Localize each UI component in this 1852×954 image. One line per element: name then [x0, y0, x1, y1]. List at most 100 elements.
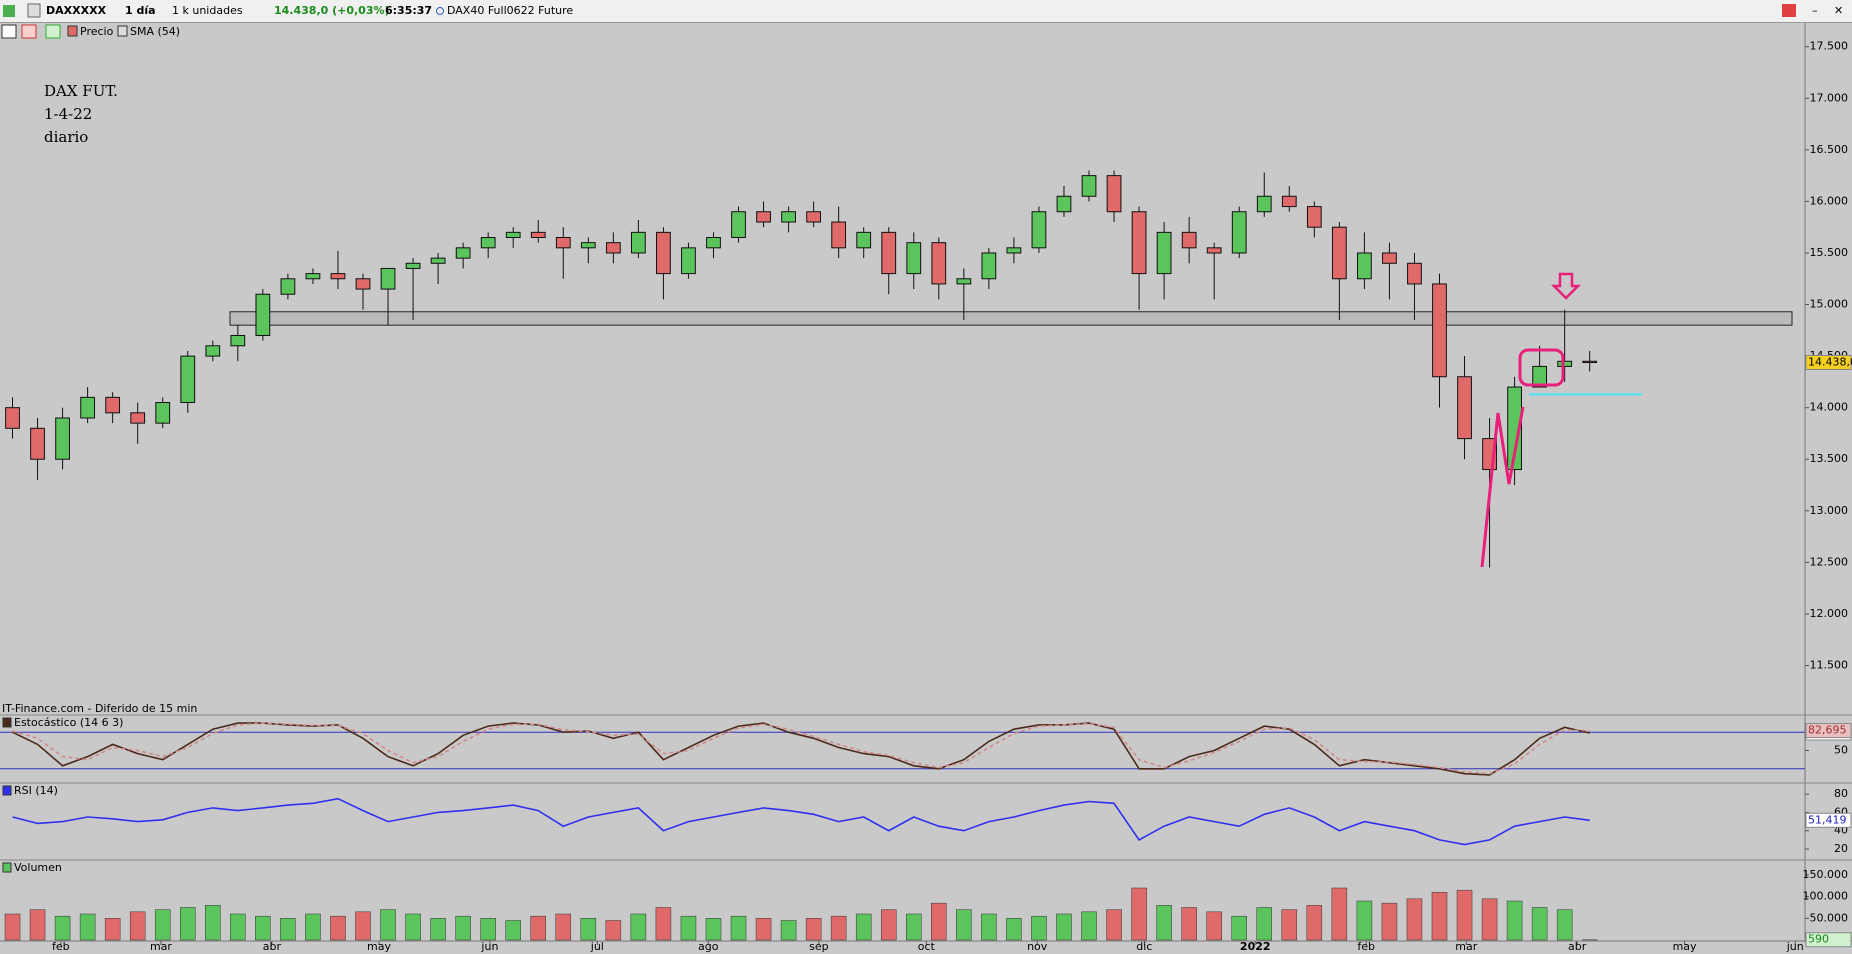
x-tick-label: jun [480, 940, 498, 953]
x-tick-label: feb [52, 940, 70, 953]
minimize[interactable]: – [1812, 4, 1818, 17]
pane-title: Estocástico (14 6 3) [14, 716, 123, 729]
volume-bar [79, 913, 96, 941]
volume-bar [655, 907, 672, 941]
y-tick-label: 11.500 [1810, 658, 1849, 671]
volume-bar [1156, 905, 1172, 941]
x-tick-label: mar [1455, 940, 1477, 953]
y-tick-label: 12.500 [1810, 555, 1849, 568]
volume-bar [4, 913, 21, 941]
candle-body [956, 278, 972, 285]
x-tick-label: abr [1568, 940, 1587, 953]
volume-bar [755, 918, 772, 941]
candle-body [305, 273, 321, 280]
x-tick-label: jun [1786, 940, 1804, 953]
candle-body [1281, 195, 1297, 208]
volume-bar [1256, 907, 1273, 941]
symbol-icon[interactable] [27, 3, 41, 18]
y-tick-label: 13.500 [1810, 452, 1849, 465]
candle-body [1457, 376, 1472, 440]
candle-body [580, 242, 596, 249]
last-value-label: 82,695 [1808, 724, 1847, 737]
volume-bar [830, 915, 847, 941]
volume-bar [405, 913, 421, 941]
volume-bar [1381, 902, 1398, 941]
legend-swatch [67, 25, 78, 37]
y-tick-label: 17.500 [1810, 40, 1849, 53]
candle-body [480, 237, 496, 249]
volume-bar [1306, 905, 1323, 941]
volume-bar [1081, 911, 1097, 941]
candle-body [881, 231, 897, 275]
candle-body [230, 334, 246, 347]
volume-bar [1181, 907, 1197, 941]
volume-bar [730, 915, 747, 941]
instrument: DAX40 Full0622 Future [447, 4, 573, 17]
pane-title: Volumen [14, 861, 62, 874]
candle-body [906, 242, 922, 275]
candle-body [1031, 211, 1047, 249]
units[interactable]: 1 k unidades [172, 4, 243, 17]
volume-bar [855, 913, 872, 941]
last-value-box [1805, 723, 1852, 739]
candle-body [55, 417, 70, 460]
x-tick-label: ago [698, 940, 719, 953]
volume-bar [154, 909, 171, 941]
volume-bar [680, 915, 697, 941]
price-label: Precio [80, 25, 114, 38]
candle-body [380, 267, 396, 290]
volume-bar [430, 918, 446, 941]
candle-body [1557, 360, 1573, 367]
window-icon[interactable] [1782, 4, 1796, 17]
symbol[interactable]: DAXXXXX [46, 4, 107, 17]
volume-bar [1056, 913, 1072, 941]
indicator-line [12, 722, 1590, 776]
volume-bar [1506, 900, 1523, 941]
volume-bar [805, 918, 822, 941]
y-tick-label: 50.000 [1810, 911, 1849, 924]
candle-body [1181, 231, 1197, 249]
tool-icon[interactable] [21, 24, 37, 39]
candle-body [1306, 206, 1322, 228]
legend-swatch [117, 25, 128, 37]
last-value-label: 590 [1808, 933, 1829, 946]
candle-body [1582, 360, 1598, 364]
candle-body [1331, 226, 1347, 280]
y-tick-label: 15.500 [1810, 246, 1849, 259]
candle-body [405, 262, 421, 269]
x-tick-label: may [1673, 940, 1697, 953]
candle-body [1382, 252, 1397, 264]
drawn-arrow [1550, 272, 1582, 300]
candle-body [806, 211, 822, 223]
volume-bar [1331, 887, 1348, 941]
volume-bar [54, 915, 71, 941]
period[interactable]: 1 día [125, 4, 156, 17]
candle-body [1056, 195, 1072, 213]
volume-bar [1556, 909, 1573, 941]
candle-body [1231, 211, 1247, 254]
volume-bar [305, 913, 321, 941]
y-tick-label: 20 [1834, 842, 1848, 855]
volume-bar [1031, 915, 1047, 941]
volume-bar [1481, 898, 1498, 941]
time: 6:35:37 [385, 4, 432, 17]
volume-bar [455, 915, 471, 941]
x-tick-label: dic [1136, 940, 1152, 953]
volume-bar [104, 918, 121, 941]
candle-body [781, 211, 796, 223]
candle-body [530, 231, 546, 239]
tool-icon[interactable] [45, 24, 61, 39]
candle-body [330, 273, 346, 280]
candle-body [756, 211, 771, 223]
volume-bar [1006, 918, 1022, 941]
tool-icon[interactable] [1, 24, 17, 39]
chart-icon[interactable] [3, 5, 15, 17]
last-value-label: 51,419 [1808, 813, 1847, 826]
volume-bar [330, 915, 346, 941]
candle-body [706, 237, 721, 249]
candle-body [681, 247, 696, 275]
volume-bar [280, 918, 296, 941]
close[interactable]: ✕ [1834, 4, 1843, 17]
volume-bar [505, 920, 521, 941]
